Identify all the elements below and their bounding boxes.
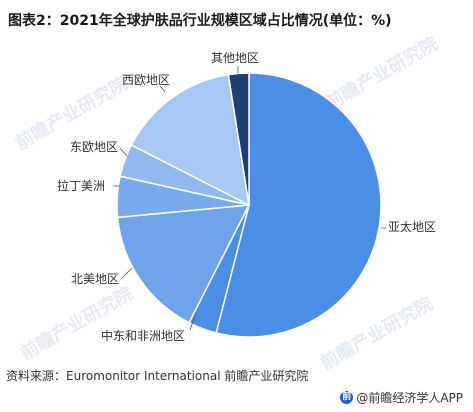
slice-label: 东欧地区: [70, 140, 118, 154]
slice-label: 北美地区: [71, 272, 119, 286]
slice-label: 拉丁美洲: [57, 178, 105, 193]
leader-line: [119, 147, 128, 157]
leader-line: [189, 312, 197, 331]
slice-label: 其他地区: [211, 51, 259, 65]
pie-slice: [215, 72, 382, 338]
slice-label: 西欧地区: [122, 73, 170, 87]
pie-slice: [116, 204, 251, 324]
slice-label: 亚太地区: [388, 219, 436, 234]
brand-credit: 前 @前瞻经济学人APP: [340, 389, 463, 406]
brand-label: @前瞻经济学人APP: [356, 391, 463, 405]
chart-title: 图表2：2021年全球护肤品行业规模区域占比情况(单位：%): [8, 13, 392, 29]
leader-line: [159, 85, 166, 93]
pie-slice: [227, 72, 250, 206]
watermark-text: 前瞻产业研究院: [322, 32, 442, 114]
slice-label: 中东和非洲地区: [101, 328, 185, 343]
source-note: 资料来源：Euromonitor International 前瞻产业研究院: [6, 369, 309, 383]
brand-logo-icon: 前: [340, 391, 354, 404]
watermark-text: 前瞻产业研究院: [17, 282, 137, 364]
pie-slice: [130, 73, 250, 207]
leader-line: [121, 267, 133, 279]
